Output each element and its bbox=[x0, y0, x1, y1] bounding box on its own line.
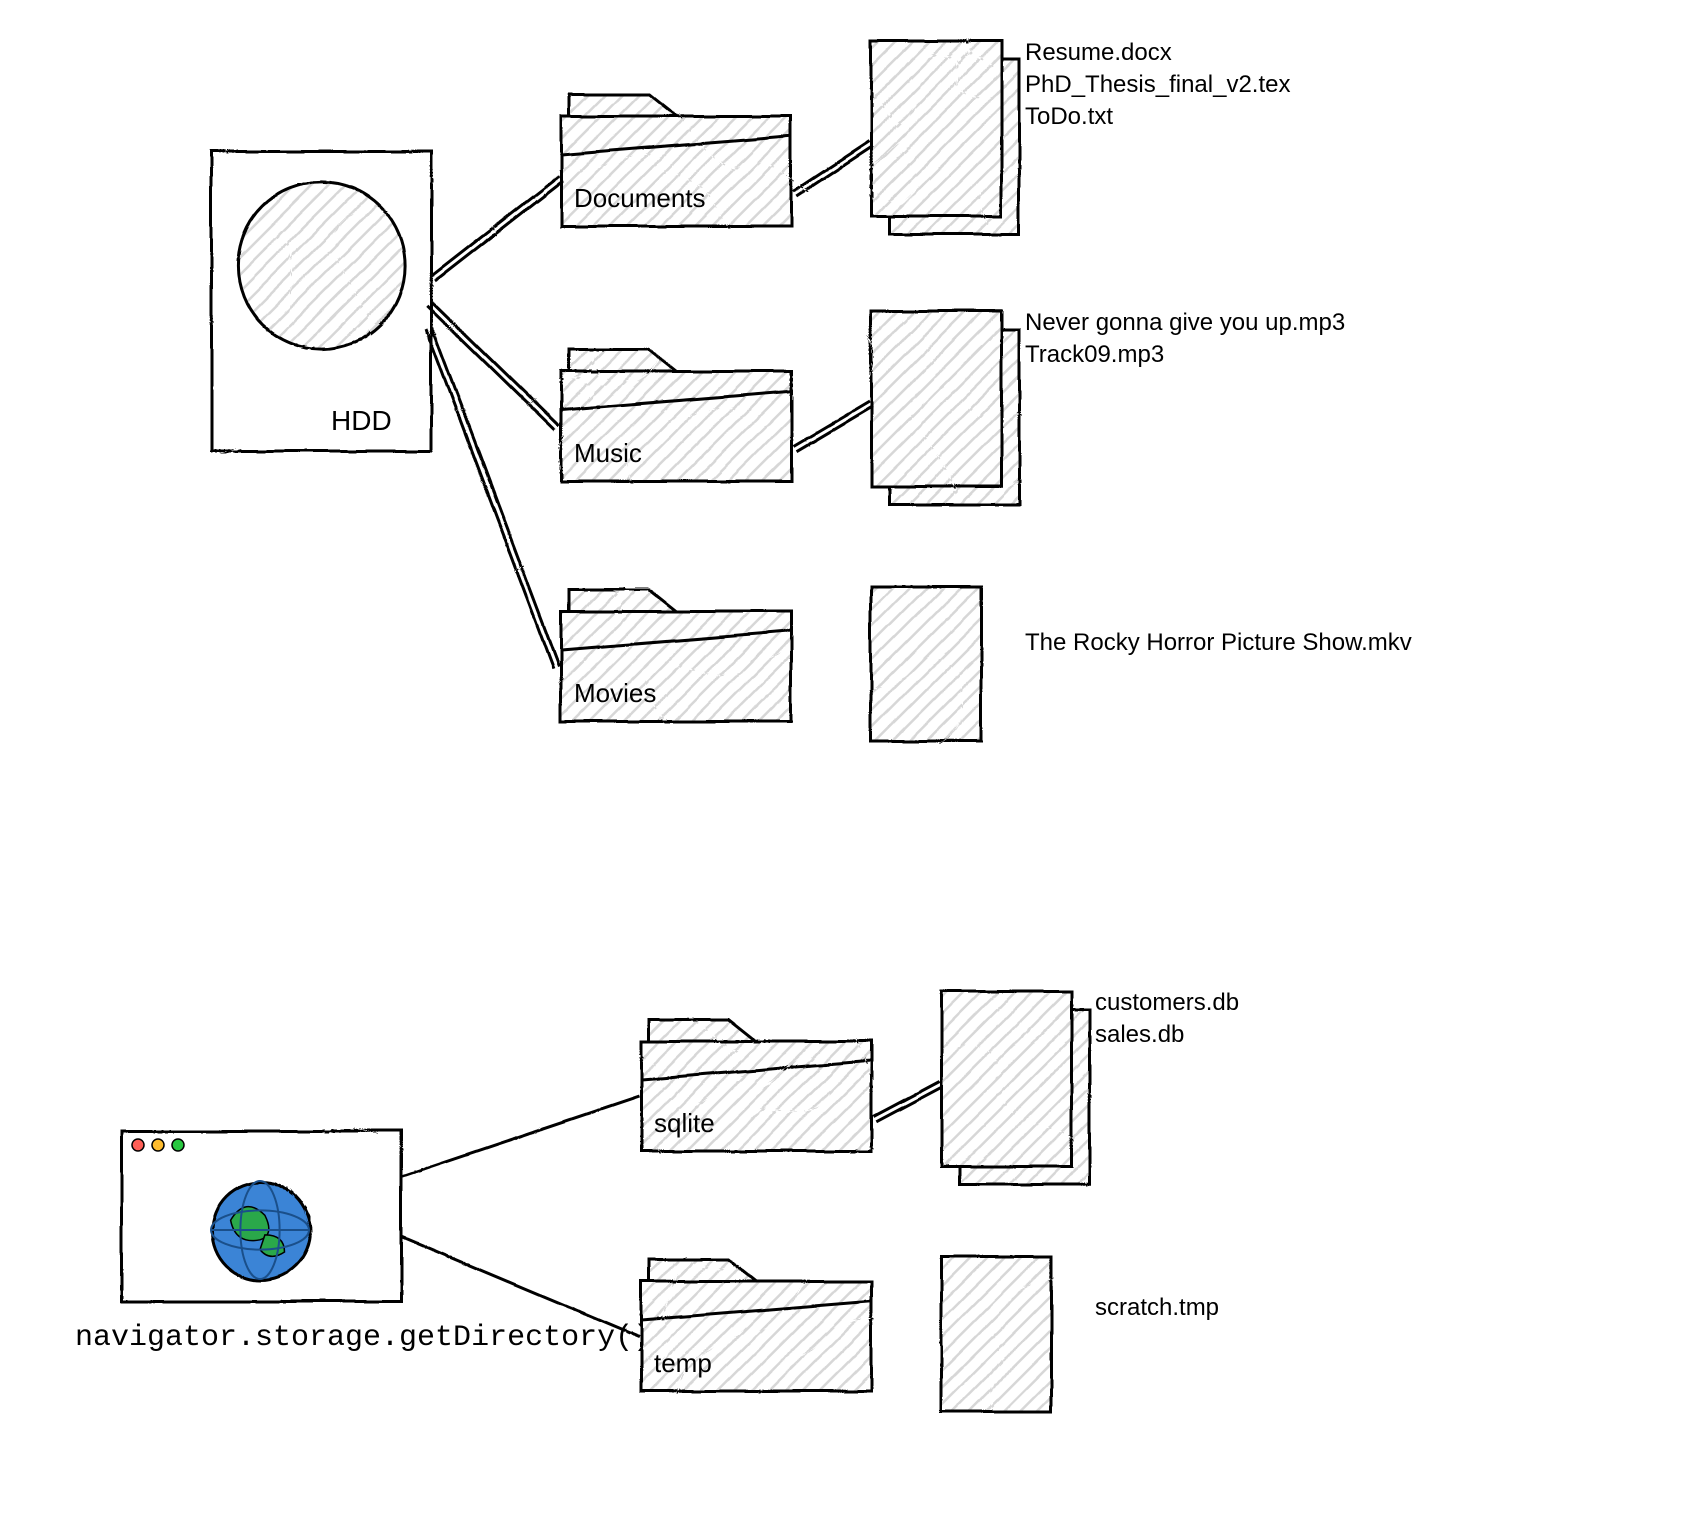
folder-label: temp bbox=[654, 1348, 712, 1378]
edge-documents-documents-files bbox=[792, 140, 871, 195]
movies-files bbox=[870, 585, 980, 740]
filelist-music-files: Never gonna give you up.mp3 Track09.mp3 bbox=[1025, 309, 1345, 368]
edge-music-music-files bbox=[792, 400, 871, 450]
file-label: Resume.docx bbox=[1025, 39, 1172, 66]
edge-hdd-movies bbox=[424, 325, 558, 667]
edge-browser-temp bbox=[400, 1235, 638, 1335]
folder-sqlite: sqlite bbox=[640, 1018, 870, 1150]
music-files bbox=[870, 310, 1018, 503]
hdd-label: HDD bbox=[331, 405, 392, 436]
folder-label: Movies bbox=[574, 678, 656, 708]
browser-caption: navigator.storage.getDirectory() bbox=[75, 1321, 651, 1355]
file-label: PhD_Thesis_final_v2.tex bbox=[1025, 71, 1290, 98]
browser-icon: navigator.storage.getDirectory() bbox=[75, 1130, 651, 1355]
file-label: Track09.mp3 bbox=[1025, 341, 1164, 368]
folder-movies: Movies bbox=[560, 588, 790, 720]
folder-label: Music bbox=[574, 438, 642, 468]
file-label: ToDo.txt bbox=[1025, 103, 1113, 130]
folder-label: sqlite bbox=[654, 1108, 715, 1138]
file-label: scratch.tmp bbox=[1095, 1294, 1219, 1321]
file-label: The Rocky Horror Picture Show.mkv bbox=[1025, 629, 1412, 656]
folder-temp: temp bbox=[640, 1258, 870, 1390]
edge-sqlite-sqlite-files bbox=[872, 1080, 941, 1120]
hdd-icon: HDD bbox=[210, 150, 430, 450]
folder-label: Documents bbox=[574, 183, 706, 213]
filelist-movies-files: The Rocky Horror Picture Show.mkv bbox=[1025, 629, 1412, 656]
sqlite-files bbox=[940, 990, 1088, 1183]
temp-files bbox=[940, 1255, 1050, 1410]
edge-hdd-documents bbox=[430, 175, 562, 280]
documents-files bbox=[870, 40, 1018, 233]
edge-browser-sqlite bbox=[400, 1095, 638, 1175]
folder-music: Music bbox=[560, 348, 790, 480]
file-label: Never gonna give you up.mp3 bbox=[1025, 309, 1345, 336]
folder-documents: Documents bbox=[560, 93, 790, 225]
file-label: customers.db bbox=[1095, 989, 1239, 1016]
filelist-temp-files: scratch.tmp bbox=[1095, 1294, 1219, 1321]
filelist-documents-files: Resume.docx PhD_Thesis_final_v2.tex ToDo.t… bbox=[1025, 39, 1290, 130]
file-label: sales.db bbox=[1095, 1021, 1184, 1048]
filelist-sqlite-files: customers.db sales.db bbox=[1095, 989, 1239, 1048]
